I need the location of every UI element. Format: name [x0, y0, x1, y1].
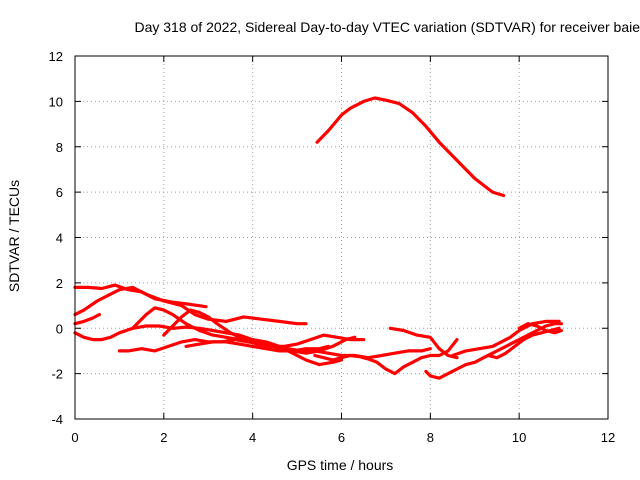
- y-tick-label: 12: [49, 49, 63, 64]
- series-line-arc-d: [73, 324, 357, 355]
- series-group: [73, 96, 564, 380]
- y-tick-label: 0: [56, 321, 63, 336]
- series-line-arc-f: [131, 306, 344, 367]
- x-axis-title: GPS time / hours: [287, 457, 394, 473]
- series-line-arc-i: [313, 338, 459, 376]
- y-tick-label: 8: [56, 140, 63, 155]
- series-line-arc-c: [73, 313, 102, 326]
- x-tick-label: 2: [160, 430, 167, 445]
- ticks: 0 2 4 6 8 10 12 -4 -2 0 2 4 6 8 10 12: [49, 49, 616, 445]
- series-line-arc-n: [517, 322, 564, 335]
- series-line-arc-a: [73, 283, 208, 309]
- y-tick-label: 4: [56, 231, 63, 246]
- y-tick-label: -4: [51, 412, 63, 427]
- series-line-arc-l: [450, 319, 561, 358]
- y-axis-title: SDTVAR / TECUs: [6, 180, 22, 292]
- x-tick-label: 4: [249, 430, 256, 445]
- x-tick-label: 8: [427, 430, 434, 445]
- x-tick-label: 6: [338, 430, 345, 445]
- y-tick-label: -2: [51, 367, 63, 382]
- grid: [75, 56, 608, 419]
- chart-title: Day 318 of 2022, Sidereal Day-to-day VTE…: [134, 19, 640, 35]
- series-line-arc-b: [73, 285, 308, 326]
- x-tick-label: 10: [512, 430, 526, 445]
- series-line-arc-h: [184, 340, 330, 353]
- y-tick-label: 2: [56, 276, 63, 291]
- series-line-arc-j: [388, 326, 459, 360]
- y-tick-label: 10: [49, 94, 63, 109]
- x-tick-label: 0: [71, 430, 78, 445]
- series-line-arc-high: [315, 96, 506, 198]
- y-tick-label: 6: [56, 185, 63, 200]
- x-tick-label: 12: [601, 430, 615, 445]
- series-line-arc-g: [162, 308, 366, 348]
